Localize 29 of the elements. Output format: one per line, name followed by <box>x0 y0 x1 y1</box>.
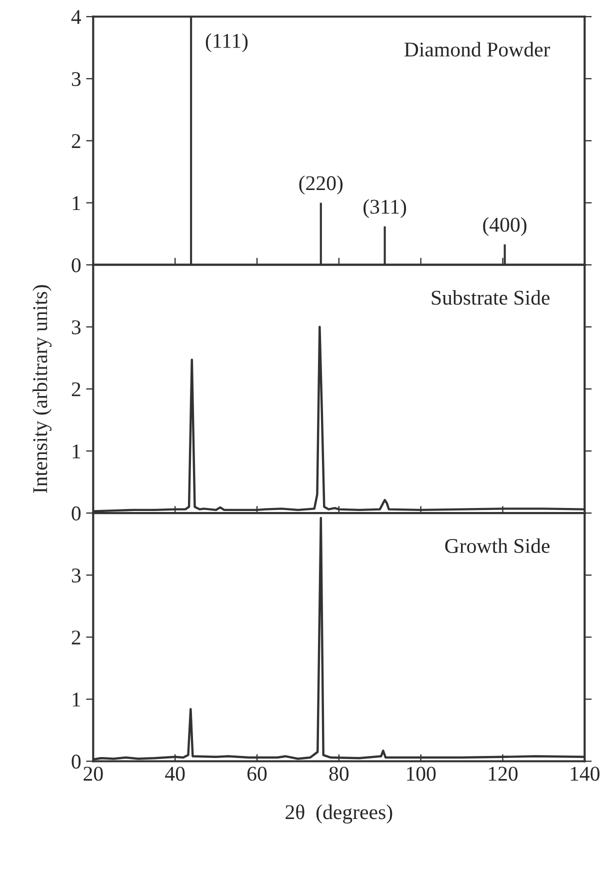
x-tick-label: 140 <box>570 766 600 781</box>
x-tick-label: 80 <box>329 766 349 781</box>
y-axis-title: Intensity (arbitrary units) <box>32 285 52 493</box>
y-tick-label: 3 <box>72 72 81 86</box>
y-tick-label: 0 <box>72 506 81 520</box>
annotation: (111) <box>206 33 248 52</box>
x-tick-label: 120 <box>488 766 518 781</box>
y-tick-label: 0 <box>72 258 81 272</box>
y-tick-label: 1 <box>72 692 80 706</box>
y-tick-label: 3 <box>72 568 81 583</box>
annotation: (311) <box>364 199 406 218</box>
x-axis-title: 2θ (degrees) <box>286 804 392 824</box>
text: Diamond Powder <box>404 42 550 57</box>
text: Substrate Side <box>432 290 550 305</box>
x-tick-label: 20 <box>84 766 103 781</box>
y-tick-label: 1 <box>72 444 80 458</box>
y-tick-label: 3 <box>72 320 81 334</box>
x-tick-label: 100 <box>407 766 436 781</box>
y-tick-label: 2 <box>72 630 80 644</box>
x-tick-label: 60 <box>247 766 267 781</box>
y-tick-label: 4 <box>71 10 82 24</box>
y-tick-label: 0 <box>72 754 81 769</box>
x-tick-label: 40 <box>165 766 185 781</box>
y-tick-label: 1 <box>72 196 80 210</box>
y-tick-label: 2 <box>72 382 80 396</box>
text: Growth Side <box>445 538 550 554</box>
annotation: (400) <box>483 217 526 236</box>
annotation: (220) <box>299 176 343 194</box>
y-tick-label: 2 <box>72 134 80 148</box>
